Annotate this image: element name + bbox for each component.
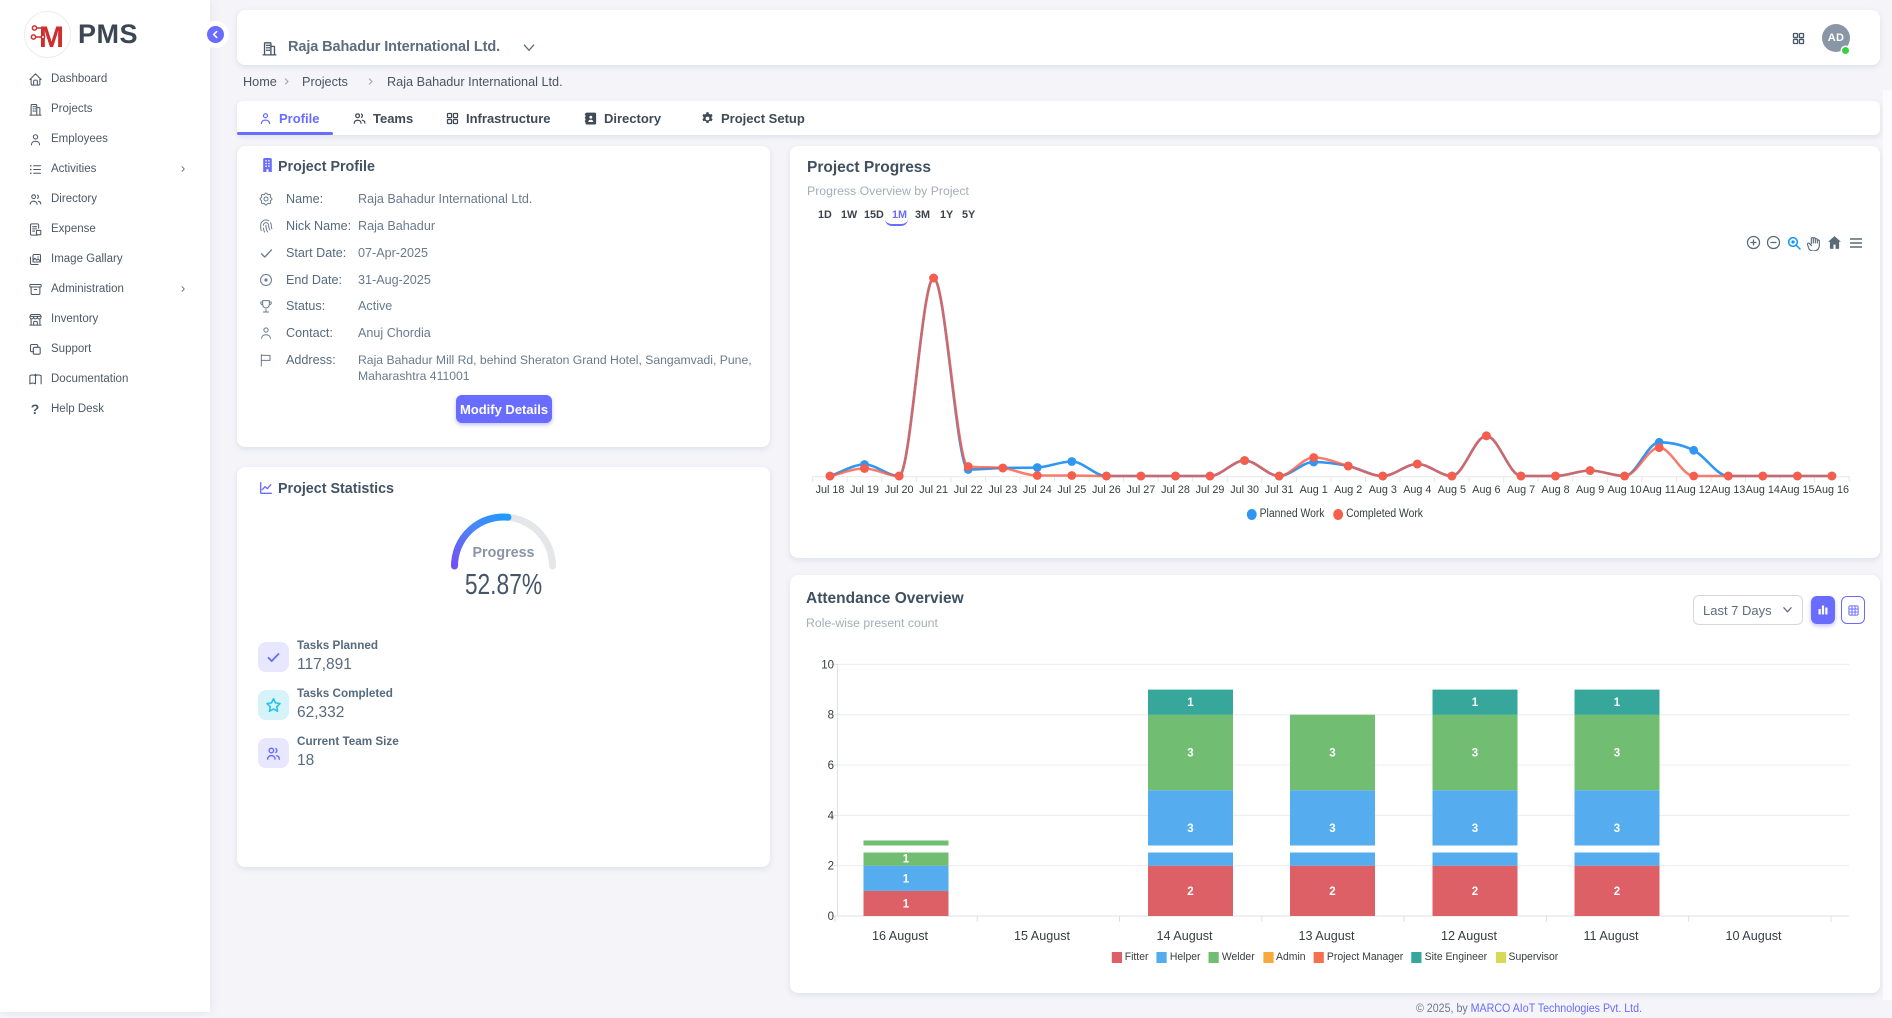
- svg-text:1: 1: [1472, 697, 1479, 709]
- svg-text:Jul 23: Jul 23: [988, 484, 1017, 496]
- svg-text:Jul 30: Jul 30: [1230, 484, 1259, 496]
- svg-text:2: 2: [1614, 886, 1620, 898]
- svg-text:15 August: 15 August: [1014, 929, 1071, 943]
- svg-text:Aug 5: Aug 5: [1438, 484, 1466, 496]
- svg-text:2: 2: [1472, 886, 1478, 898]
- svg-text:Jul 28: Jul 28: [1161, 484, 1190, 496]
- svg-text:1: 1: [903, 873, 910, 885]
- svg-text:11 August: 11 August: [1583, 929, 1639, 943]
- svg-text:2: 2: [1329, 886, 1335, 898]
- svg-text:16 August: 16 August: [872, 929, 929, 943]
- svg-text:10: 10: [821, 659, 834, 671]
- svg-text:13 August: 13 August: [1298, 929, 1355, 943]
- svg-text:3: 3: [1472, 748, 1478, 760]
- svg-text:2: 2: [828, 861, 834, 873]
- svg-text:1: 1: [1187, 697, 1194, 709]
- svg-text:3: 3: [1614, 823, 1620, 835]
- svg-text:Jul 20: Jul 20: [885, 484, 914, 496]
- svg-text:14 August: 14 August: [1156, 929, 1213, 943]
- svg-text:Jul 31: Jul 31: [1265, 484, 1294, 496]
- svg-text:Aug 10: Aug 10: [1607, 484, 1641, 496]
- svg-text:Aug 11: Aug 11: [1642, 484, 1675, 496]
- svg-text:Aug 13: Aug 13: [1711, 484, 1745, 496]
- svg-text:1: 1: [903, 854, 910, 866]
- svg-text:Aug 3: Aug 3: [1369, 484, 1397, 496]
- svg-text:Jul 22: Jul 22: [954, 484, 983, 496]
- svg-text:3: 3: [1187, 823, 1193, 835]
- svg-text:12 August: 12 August: [1441, 929, 1498, 943]
- svg-text:Aug 8: Aug 8: [1541, 484, 1569, 496]
- svg-text:Jul 29: Jul 29: [1196, 484, 1225, 496]
- svg-text:Aug 12: Aug 12: [1677, 484, 1711, 496]
- svg-text:Aug 16: Aug 16: [1815, 484, 1849, 496]
- svg-text:Aug 7: Aug 7: [1507, 484, 1535, 496]
- svg-text:Jul 21: Jul 21: [919, 484, 948, 496]
- svg-text:Jul 27: Jul 27: [1126, 484, 1155, 496]
- svg-text:Aug 9: Aug 9: [1576, 484, 1604, 496]
- svg-text:Aug 6: Aug 6: [1472, 484, 1500, 496]
- svg-text:3: 3: [1329, 823, 1335, 835]
- svg-text:Aug 15: Aug 15: [1780, 484, 1814, 496]
- svg-text:1: 1: [903, 898, 910, 910]
- svg-text:10 August: 10 August: [1725, 929, 1782, 943]
- svg-text:Aug 14: Aug 14: [1746, 484, 1780, 496]
- svg-text:Jul 26: Jul 26: [1092, 484, 1121, 496]
- svg-text:3: 3: [1472, 823, 1478, 835]
- svg-text:3: 3: [1614, 748, 1620, 760]
- svg-text:1: 1: [1614, 697, 1621, 709]
- svg-text:Jul 25: Jul 25: [1057, 484, 1086, 496]
- svg-text:3: 3: [1187, 748, 1193, 760]
- svg-text:Aug 1: Aug 1: [1300, 484, 1328, 496]
- svg-text:3: 3: [1329, 748, 1335, 760]
- svg-text:Aug 2: Aug 2: [1334, 484, 1362, 496]
- svg-text:8: 8: [828, 710, 834, 722]
- svg-text:6: 6: [828, 760, 834, 772]
- svg-text:Jul 19: Jul 19: [850, 484, 879, 496]
- svg-text:Aug 4: Aug 4: [1403, 484, 1431, 496]
- svg-text:Jul 18: Jul 18: [816, 484, 845, 496]
- svg-text:4: 4: [828, 810, 835, 822]
- svg-text:2: 2: [1187, 886, 1193, 898]
- svg-text:Jul 24: Jul 24: [1023, 484, 1052, 496]
- svg-text:0: 0: [828, 911, 834, 923]
